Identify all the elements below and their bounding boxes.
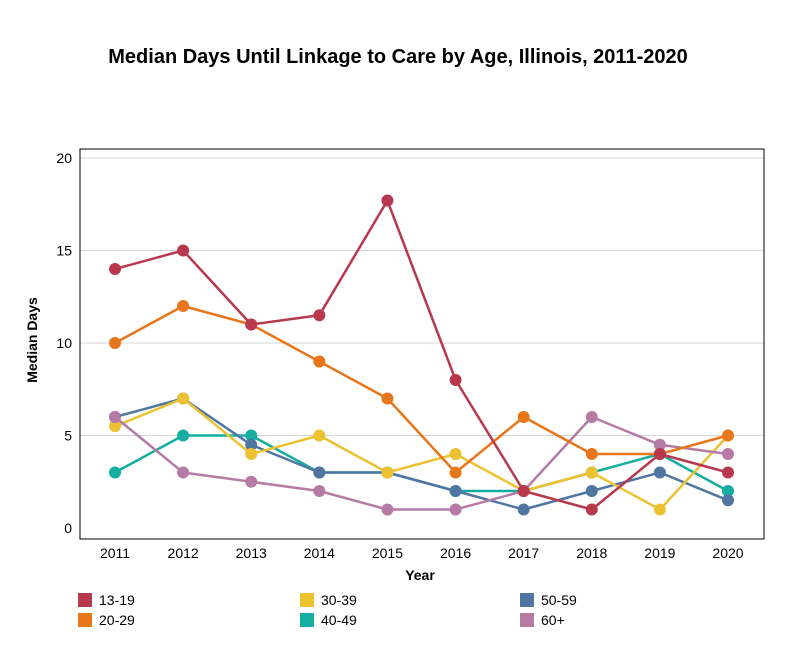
- data-point: [381, 503, 394, 516]
- data-point: [109, 411, 121, 423]
- data-point: [381, 466, 394, 479]
- legend-label: 50-59: [541, 592, 577, 608]
- data-point: [585, 485, 598, 497]
- series-line: [114, 199, 729, 511]
- data-point: [177, 466, 190, 479]
- data-point: [381, 194, 394, 207]
- data-point: [722, 466, 734, 479]
- series-13-19: [109, 194, 734, 516]
- legend-swatch: [300, 593, 314, 607]
- y-axis-title: Median Days: [24, 297, 40, 383]
- plot-area-frame: [79, 148, 765, 540]
- data-point: [449, 503, 462, 516]
- x-axis-title: Year: [405, 567, 435, 583]
- legend-swatch: [300, 613, 314, 627]
- x-tick-label: 2015: [372, 545, 403, 561]
- legend-swatch: [78, 613, 92, 627]
- data-point: [313, 485, 326, 497]
- data-point: [653, 503, 666, 516]
- x-tick-label: 2018: [576, 545, 607, 561]
- x-tick-label: 2012: [168, 545, 199, 561]
- x-tick-label: 2013: [236, 545, 267, 561]
- chart-title: Median Days Until Linkage to Care by Age…: [108, 46, 688, 68]
- y-tick-label: 5: [64, 428, 72, 444]
- data-point: [517, 503, 530, 516]
- legend-label: 40-49: [321, 612, 357, 628]
- legend: 13-19 20-29 30-39 40-49 50-59 60+: [78, 590, 778, 634]
- x-axis-ticks: 2011 2012 2013 2014 2015 2016 2017 2018 2019 2020: [100, 545, 744, 561]
- data-point: [653, 466, 666, 479]
- data-point: [517, 485, 530, 497]
- data-point: [109, 263, 121, 275]
- data-point: [245, 448, 258, 460]
- data-point: [722, 448, 734, 460]
- series-line: [114, 397, 729, 511]
- data-point: [177, 300, 190, 312]
- data-point: [109, 466, 121, 479]
- legend-label: 30-39: [321, 592, 357, 608]
- data-point: [109, 337, 121, 349]
- data-point: [653, 438, 666, 451]
- data-point: [313, 466, 326, 479]
- data-point: [722, 429, 734, 442]
- data-point: [245, 475, 258, 488]
- data-point: [653, 448, 666, 460]
- data-point: [177, 244, 190, 257]
- y-tick-label: 0: [64, 520, 72, 536]
- data-point: [381, 392, 394, 405]
- data-point: [245, 438, 258, 451]
- data-point: [177, 429, 190, 442]
- legend-item: 20-29: [78, 610, 135, 630]
- x-tick-label: 2017: [508, 545, 539, 561]
- data-point: [585, 503, 598, 516]
- data-point: [449, 466, 462, 479]
- legend-item: 13-19: [78, 590, 135, 610]
- x-tick-label: 2011: [100, 545, 130, 561]
- data-point: [245, 429, 258, 442]
- data-point: [449, 485, 462, 497]
- data-point: [313, 355, 326, 368]
- data-point: [177, 392, 190, 405]
- series-line: [114, 304, 729, 474]
- data-point: [585, 411, 598, 423]
- y-tick-label: 20: [56, 150, 72, 166]
- legend-swatch: [520, 613, 534, 627]
- legend-swatch: [520, 593, 534, 607]
- series-20-29: [109, 300, 734, 479]
- series-lines: [109, 194, 734, 516]
- x-tick-label: 2014: [304, 545, 335, 561]
- x-tick-label: 2020: [712, 545, 743, 561]
- data-point: [109, 420, 121, 433]
- data-point: [245, 318, 258, 331]
- legend-swatch: [78, 593, 92, 607]
- data-point: [313, 309, 326, 322]
- legend-item: 40-49: [300, 610, 357, 630]
- data-point: [585, 466, 598, 479]
- data-point: [585, 448, 598, 460]
- legend-item: 60+: [520, 610, 565, 630]
- x-tick-label: 2016: [440, 545, 471, 561]
- y-tick-label: 10: [56, 335, 72, 351]
- data-point: [517, 411, 530, 423]
- data-point: [313, 429, 326, 442]
- x-tick-label: 2019: [644, 545, 675, 561]
- legend-label: 13-19: [99, 592, 135, 608]
- data-point: [449, 448, 462, 460]
- legend-item: 50-59: [520, 590, 577, 610]
- series-line: [114, 415, 729, 511]
- legend-item: 30-39: [300, 590, 357, 610]
- data-point: [722, 494, 734, 507]
- legend-label: 20-29: [99, 612, 135, 628]
- y-axis-ticks: 0 5 10 15 20: [56, 150, 72, 536]
- legend-label: 60+: [541, 612, 565, 628]
- data-point: [722, 485, 734, 497]
- series-30-39: [109, 392, 734, 516]
- data-point: [449, 374, 462, 386]
- y-tick-label: 15: [56, 243, 72, 259]
